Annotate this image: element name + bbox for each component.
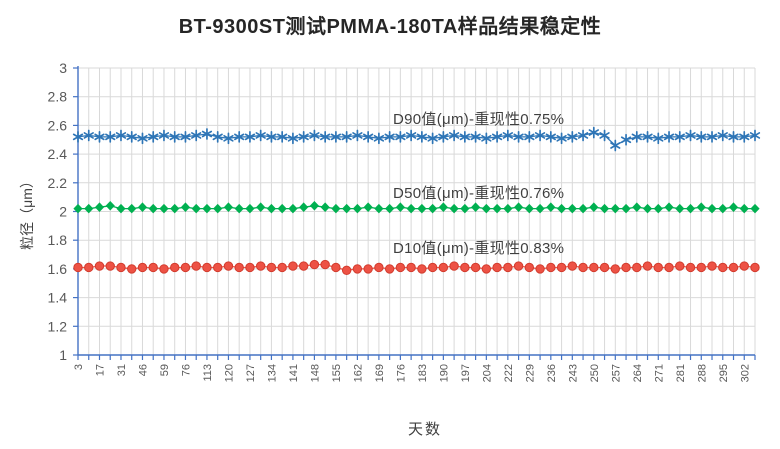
svg-text:183: 183 [417, 364, 429, 382]
svg-text:31: 31 [116, 364, 128, 376]
svg-text:2.8: 2.8 [48, 89, 68, 105]
chart-title: BT-9300ST测试PMMA-180TA样品结果稳定性 [178, 16, 602, 38]
svg-text:295: 295 [718, 364, 730, 382]
svg-text:1.8: 1.8 [48, 232, 68, 248]
svg-text:281: 281 [675, 364, 687, 382]
svg-text:250: 250 [589, 364, 601, 382]
svg-text:302: 302 [739, 364, 751, 382]
svg-text:1: 1 [59, 347, 67, 363]
svg-text:222: 222 [503, 364, 515, 382]
svg-text:236: 236 [546, 364, 558, 382]
series-annotation-d10: D10值(μm)-重现性0.83% [393, 240, 565, 257]
svg-text:17: 17 [94, 364, 106, 376]
svg-text:169: 169 [374, 364, 386, 382]
svg-text:141: 141 [288, 364, 300, 382]
svg-text:271: 271 [653, 364, 665, 382]
svg-text:1.2: 1.2 [48, 318, 68, 334]
svg-text:197: 197 [460, 364, 472, 382]
svg-text:2.4: 2.4 [48, 146, 68, 162]
svg-text:264: 264 [632, 364, 644, 382]
svg-text:288: 288 [696, 364, 708, 382]
svg-text:3: 3 [73, 364, 85, 370]
svg-text:2.2: 2.2 [48, 175, 68, 191]
svg-text:76: 76 [180, 364, 192, 376]
svg-text:3: 3 [59, 60, 67, 76]
svg-text:59: 59 [159, 364, 171, 376]
svg-text:127: 127 [245, 364, 257, 382]
svg-text:1.4: 1.4 [48, 290, 68, 306]
svg-text:155: 155 [331, 364, 343, 382]
y-axis-title: 粒径（μm） [19, 174, 35, 250]
svg-text:2.6: 2.6 [48, 117, 68, 133]
svg-text:162: 162 [352, 364, 364, 382]
svg-text:190: 190 [438, 364, 450, 382]
svg-text:257: 257 [610, 364, 622, 382]
series-annotation-d90: D90值(μm)-重现性0.75% [393, 111, 565, 128]
svg-text:2: 2 [59, 204, 67, 220]
svg-text:148: 148 [309, 364, 321, 382]
svg-text:243: 243 [567, 364, 579, 382]
svg-text:204: 204 [481, 364, 493, 382]
svg-text:134: 134 [266, 364, 278, 382]
svg-text:46: 46 [137, 364, 149, 376]
x-axis-title: 天数 [407, 421, 442, 438]
svg-text:1.6: 1.6 [48, 261, 68, 277]
series-annotation-d50: D50值(μm)-重现性0.76% [393, 185, 565, 202]
svg-text:113: 113 [202, 364, 214, 382]
svg-text:229: 229 [524, 364, 536, 382]
svg-text:176: 176 [395, 364, 407, 382]
svg-text:120: 120 [223, 364, 235, 382]
